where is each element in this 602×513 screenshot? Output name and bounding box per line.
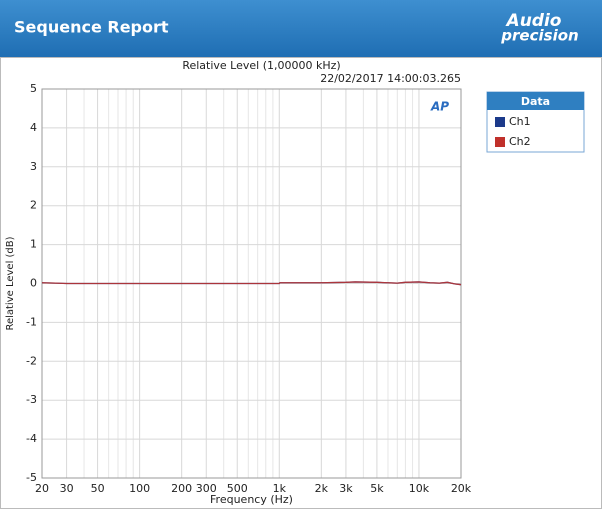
timestamp: 22/02/2017 14:00:03.265 (320, 72, 461, 85)
x-tick-label: 100 (129, 482, 150, 495)
y-tick-label: 4 (30, 121, 37, 134)
x-tick-label: 5k (370, 482, 384, 495)
x-tick-label: 300 (196, 482, 217, 495)
y-tick-label: -4 (26, 432, 37, 445)
x-tick-label: 20k (451, 482, 472, 495)
header-bar (0, 0, 602, 57)
logo-top: Audio (505, 11, 562, 31)
legend-header (487, 92, 584, 110)
legend-label: Ch2 (509, 135, 531, 148)
series-line (41, 281, 462, 286)
y-tick-label: -3 (26, 393, 37, 406)
x-tick-label: 50 (91, 482, 105, 495)
y-axis-label: Relative Level (dB) (5, 236, 16, 330)
x-tick-label: 10k (409, 482, 430, 495)
y-tick-label: 5 (30, 82, 37, 95)
legend-swatch (495, 117, 505, 127)
logo-bottom: precision (500, 27, 578, 45)
x-tick-label: 500 (227, 482, 248, 495)
x-tick-label: 3k (339, 482, 353, 495)
legend-title: Data (521, 95, 550, 108)
y-tick-label: 0 (30, 277, 37, 290)
chart: 5 4 3 2 1 0 -1 -2 -3 -4 -520 30 50 100 200 300 500 1k 2k 3k… (5, 59, 585, 506)
y-tick-label: -2 (26, 354, 37, 367)
x-tick-label: 1k (273, 482, 287, 495)
y-tick-label: 3 (30, 160, 37, 173)
watermark: AP (430, 100, 449, 114)
y-tick-label: -1 (26, 315, 37, 328)
x-tick-label: 2k (315, 482, 329, 495)
x-tick-label: 30 (60, 482, 74, 495)
plot-border (41, 88, 462, 479)
x-axis-label: Frequency (Hz) (210, 493, 293, 506)
legend-label: Ch1 (509, 115, 531, 128)
chart-title: Relative Level (1,00000 kHz) (182, 59, 340, 72)
header-title: Sequence Report (14, 18, 169, 37)
x-tick-label: 200 (171, 482, 192, 495)
y-tick-label: 2 (30, 199, 37, 212)
y-tick-label: -5 (26, 471, 37, 484)
legend-swatch (495, 137, 505, 147)
x-tick-label: 20 (35, 482, 49, 495)
y-tick-label: 1 (30, 238, 37, 251)
